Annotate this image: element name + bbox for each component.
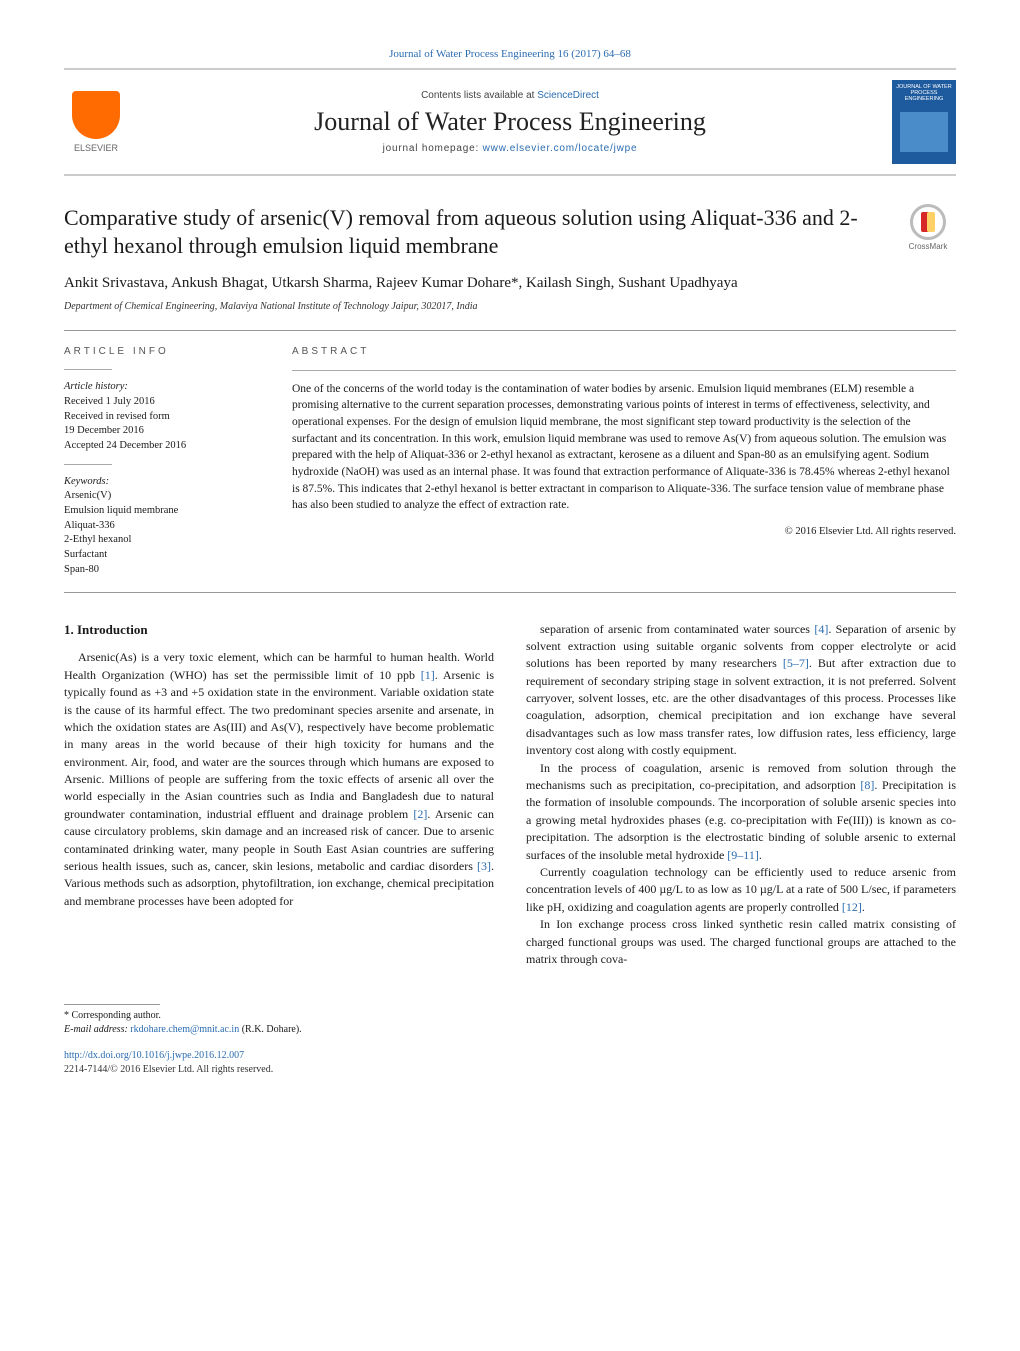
elsevier-tree-icon <box>72 91 120 139</box>
introduction-heading: 1. Introduction <box>64 621 494 640</box>
rule-icon <box>64 1004 160 1005</box>
body-paragraph: In Ion exchange process cross linked syn… <box>526 916 956 968</box>
journal-header: ELSEVIER Contents lists available at Sci… <box>64 68 956 176</box>
email-label: E-mail address: <box>64 1024 130 1035</box>
body-column-left: 1. Introduction Arsenic(As) is a very to… <box>64 621 494 969</box>
citation-link[interactable]: [8] <box>860 778 874 792</box>
keyword: 2-Ethyl hexanol <box>64 533 264 548</box>
journal-name: Journal of Water Process Engineering <box>128 107 892 137</box>
rule-icon <box>292 370 956 371</box>
rule-icon <box>64 369 112 370</box>
crossmark-badge[interactable]: CrossMark <box>900 204 956 251</box>
elsevier-logo: ELSEVIER <box>64 86 128 158</box>
affiliation: Department of Chemical Engineering, Mala… <box>64 301 956 312</box>
homepage-link[interactable]: www.elsevier.com/locate/jwpe <box>483 143 638 154</box>
body-paragraph: Currently coagulation technology can be … <box>526 864 956 916</box>
citation-link[interactable]: [1] <box>421 668 435 682</box>
body-column-right: separation of arsenic from contaminated … <box>526 621 956 969</box>
citation-link[interactable]: [9–11] <box>727 848 759 862</box>
email-link[interactable]: rkdohare.chem@mnit.ac.in <box>130 1024 239 1035</box>
homepage-prefix: journal homepage: <box>383 143 483 154</box>
keyword: Surfactant <box>64 548 264 563</box>
contents-prefix: Contents lists available at <box>421 90 537 101</box>
body-paragraph: In the process of coagulation, arsenic i… <box>526 760 956 864</box>
journal-reference: Journal of Water Process Engineering 16 … <box>64 48 956 60</box>
abstract-copyright: © 2016 Elsevier Ltd. All rights reserved… <box>292 524 956 539</box>
title-row: Comparative study of arsenic(V) removal … <box>64 204 956 259</box>
article-info-column: ARTICLE INFO Article history: Received 1… <box>64 345 264 577</box>
cover-image-icon <box>900 112 948 152</box>
abstract-text: One of the concerns of the world today i… <box>292 381 956 514</box>
history-line: 19 December 2016 <box>64 424 264 439</box>
info-abstract-row: ARTICLE INFO Article history: Received 1… <box>64 330 956 592</box>
article-info-heading: ARTICLE INFO <box>64 345 264 359</box>
issn-line: 2214-7144/© 2016 Elsevier Ltd. All right… <box>64 1063 956 1077</box>
abstract-heading: ABSTRACT <box>292 345 956 360</box>
contents-lists-line: Contents lists available at ScienceDirec… <box>128 90 892 101</box>
citation-link[interactable]: [4] <box>814 622 828 636</box>
journal-cover-thumbnail: JOURNAL OF WATER PROCESS ENGINEERING <box>892 80 956 164</box>
doi-link[interactable]: http://dx.doi.org/10.1016/j.jwpe.2016.12… <box>64 1049 956 1063</box>
elsevier-logo-text: ELSEVIER <box>74 143 118 153</box>
body-paragraph: separation of arsenic from contaminated … <box>526 621 956 760</box>
citation-link[interactable]: [12] <box>842 900 862 914</box>
header-center: Contents lists available at ScienceDirec… <box>128 90 892 154</box>
keyword: Emulsion liquid membrane <box>64 504 264 519</box>
homepage-line: journal homepage: www.elsevier.com/locat… <box>128 143 892 154</box>
rule-icon <box>64 464 112 465</box>
keywords-title: Keywords: <box>64 475 264 490</box>
keyword: Aliquat-336 <box>64 519 264 534</box>
history-line: Received in revised form <box>64 410 264 425</box>
sciencedirect-link[interactable]: ScienceDirect <box>537 90 599 101</box>
body-paragraph: Arsenic(As) is a very toxic element, whi… <box>64 649 494 910</box>
history-line: Accepted 24 December 2016 <box>64 439 264 454</box>
email-person: (R.K. Dohare). <box>239 1024 301 1035</box>
crossmark-label: CrossMark <box>909 242 948 251</box>
citation-link[interactable]: [3] <box>477 859 491 873</box>
cover-title-text: JOURNAL OF WATER PROCESS ENGINEERING <box>896 84 952 102</box>
keyword: Arsenic(V) <box>64 489 264 504</box>
citation-link[interactable]: [5–7] <box>783 656 809 670</box>
corresponding-author: * Corresponding author. <box>64 1009 956 1023</box>
footer: * Corresponding author. E-mail address: … <box>64 1004 956 1077</box>
body-columns: 1. Introduction Arsenic(As) is a very to… <box>64 621 956 969</box>
article-history-title: Article history: <box>64 380 264 395</box>
history-line: Received 1 July 2016 <box>64 395 264 410</box>
abstract-column: ABSTRACT One of the concerns of the worl… <box>292 345 956 577</box>
email-line: E-mail address: rkdohare.chem@mnit.ac.in… <box>64 1023 956 1037</box>
crossmark-icon <box>910 204 946 240</box>
citation-link[interactable]: [2] <box>413 807 427 821</box>
author-list: Ankit Srivastava, Ankush Bhagat, Utkarsh… <box>64 273 956 293</box>
keyword: Span-80 <box>64 563 264 578</box>
article-title: Comparative study of arsenic(V) removal … <box>64 204 900 259</box>
